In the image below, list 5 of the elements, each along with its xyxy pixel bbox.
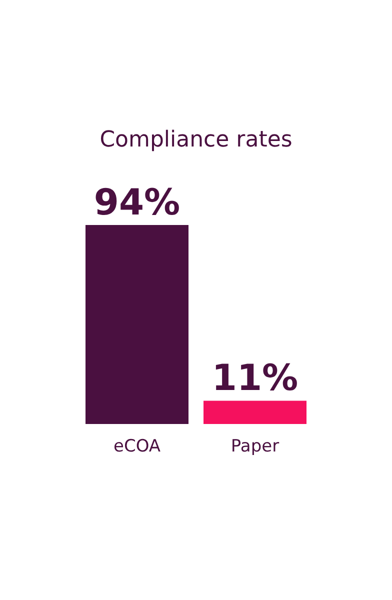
- x-tick-label: Paper: [230, 436, 280, 456]
- chart-title: Compliance rates: [100, 128, 292, 152]
- x-tick-label: eCOA: [113, 436, 161, 456]
- data-label: 94%: [94, 182, 180, 224]
- data-label: 11%: [212, 358, 298, 400]
